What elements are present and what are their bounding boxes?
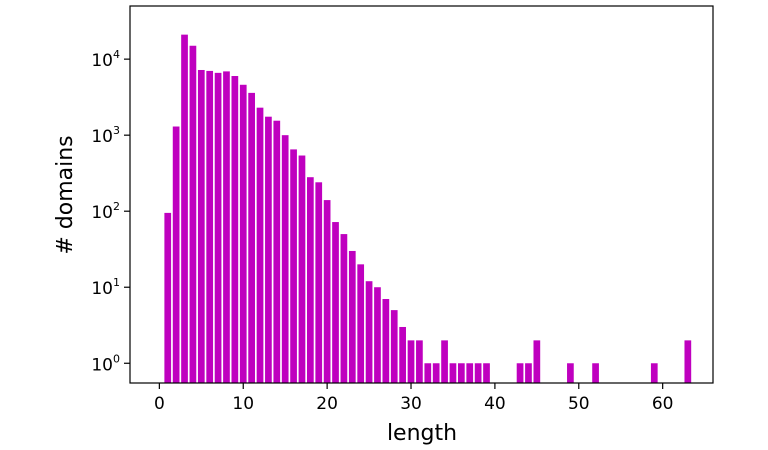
bar-length-38 — [474, 363, 482, 383]
bar-length-12 — [256, 107, 264, 384]
bar-length-24 — [357, 264, 365, 383]
y-tick-label: 102 — [91, 200, 120, 223]
bar-length-15 — [281, 135, 289, 383]
bar-length-27 — [382, 299, 390, 383]
x-tick-label: 60 — [652, 394, 674, 414]
bar-length-21 — [332, 222, 339, 383]
bars-group — [164, 34, 692, 384]
bar-length-25 — [365, 281, 373, 383]
y-axis-ticks: 100 101 102 103 104 — [91, 48, 130, 375]
bar-length-26 — [374, 287, 381, 383]
bar-length-49 — [567, 363, 574, 383]
y-tick-label: 104 — [91, 48, 120, 71]
bar-length-7 — [214, 72, 222, 384]
x-tick-label: 50 — [568, 394, 590, 414]
bar-length-43 — [516, 363, 524, 383]
x-tick-label: 10 — [232, 394, 254, 414]
bar-length-1 — [164, 212, 172, 383]
bar-length-22 — [340, 234, 348, 383]
bar-length-14 — [273, 120, 281, 383]
bar-length-13 — [265, 116, 272, 383]
plot-frame — [129, 5, 714, 384]
bar-length-37 — [466, 363, 474, 383]
bar-length-9 — [231, 76, 239, 383]
x-tick-label: 40 — [484, 394, 506, 414]
bar-length-16 — [290, 149, 297, 383]
y-axis-title: # domains — [53, 135, 78, 254]
bar-length-35 — [449, 363, 457, 383]
bar-length-52 — [592, 363, 599, 383]
bar-length-18 — [307, 177, 314, 383]
bar-length-17 — [298, 155, 306, 383]
bar-length-28 — [390, 310, 398, 383]
y-tick-label: 103 — [91, 124, 120, 147]
bar-length-19 — [315, 182, 323, 383]
y-tick-label: 100 — [91, 352, 120, 375]
bar-length-8 — [223, 71, 230, 383]
bar-length-32 — [424, 363, 432, 383]
bar-length-23 — [348, 250, 356, 383]
bar-length-2 — [172, 126, 180, 383]
bar-length-36 — [457, 363, 465, 383]
bar-length-63 — [684, 340, 692, 383]
x-axis-title: length — [387, 421, 457, 446]
bar-length-10 — [239, 84, 247, 383]
bar-length-6 — [206, 70, 214, 384]
bar-length-33 — [432, 363, 440, 383]
x-tick-label: 20 — [316, 394, 338, 414]
bar-length-59 — [650, 363, 658, 383]
bar-length-44 — [525, 363, 532, 383]
bar-length-34 — [441, 340, 448, 383]
bar-length-11 — [248, 92, 255, 383]
bar-length-3 — [181, 34, 188, 383]
bar-length-29 — [399, 326, 406, 383]
bar-length-39 — [483, 363, 490, 383]
bar-length-20 — [323, 200, 331, 383]
y-tick-label: 101 — [91, 276, 120, 299]
bar-length-30 — [407, 340, 415, 383]
x-axis-ticks: 0 10 20 30 40 50 60 — [154, 383, 674, 414]
bar-length-5 — [197, 69, 205, 384]
x-tick-label: 30 — [400, 394, 422, 414]
bar-length-31 — [416, 340, 423, 383]
bar-length-4 — [189, 45, 197, 383]
x-tick-label: 0 — [154, 394, 165, 414]
bar-length-45 — [533, 340, 541, 383]
